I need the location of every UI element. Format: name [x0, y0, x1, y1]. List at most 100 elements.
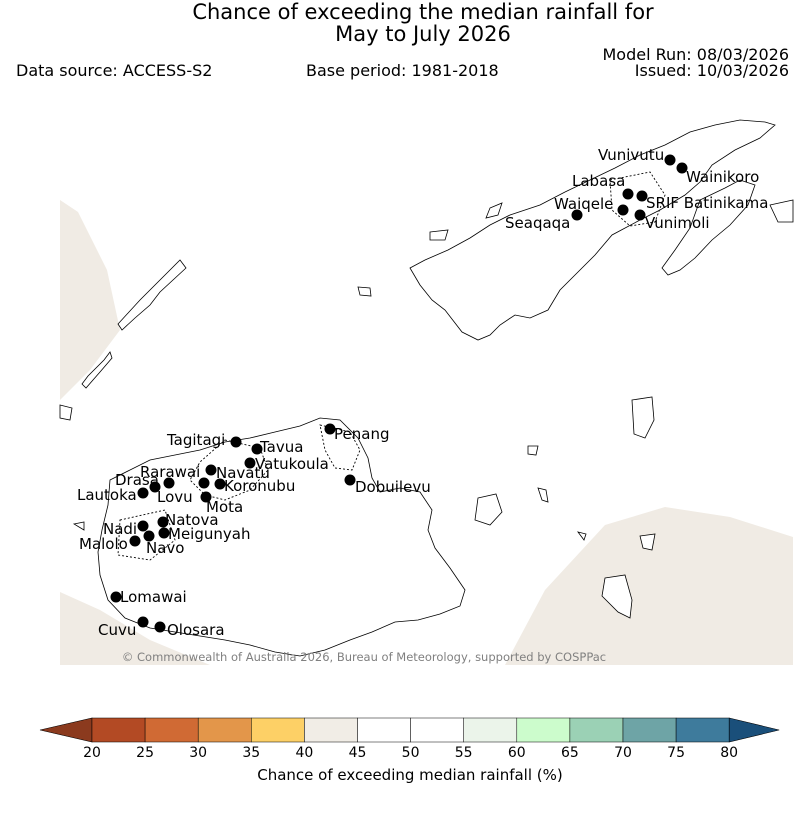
map-title-line-1: Chance of exceeding the median rainfall …	[192, 0, 654, 24]
island-west	[59, 404, 73, 421]
colorbar-segment	[675, 717, 730, 743]
colorbar-tick-label: 70	[614, 745, 632, 761]
colorbar-segment	[463, 717, 518, 743]
kadavu-island	[601, 574, 633, 619]
yasawa-islands	[117, 259, 187, 331]
station-marker	[244, 457, 256, 469]
station-label: Olosara	[167, 621, 225, 639]
colorbar-tick-label: 65	[560, 745, 579, 761]
colorbar-tick-label: 40	[295, 745, 314, 761]
station-label: Lomawai	[120, 588, 187, 606]
koro-island	[631, 396, 655, 439]
colorbar-tick-label: 35	[242, 745, 261, 761]
station-label: Vatukoula	[255, 455, 329, 473]
station-marker	[676, 162, 688, 174]
map-title-line-2: May to July 2026	[335, 22, 511, 46]
model-run-label: Model Run: 08/03/2026	[602, 45, 790, 64]
catchment-boundary-west	[189, 439, 269, 501]
station-marker	[154, 621, 166, 633]
island-small-5	[527, 445, 539, 456]
land-southwest	[60, 592, 210, 665]
colorbar-segment	[622, 717, 677, 743]
station-marker	[129, 535, 141, 547]
island-small-4	[537, 487, 549, 503]
station-marker	[163, 477, 175, 489]
station-marker	[200, 491, 212, 503]
station-label: Seaqaqa	[505, 214, 570, 232]
station-label: SRIF Batinikama	[646, 194, 768, 212]
colorbar-segment	[144, 717, 199, 743]
catchment-boundary-nadi	[117, 509, 176, 561]
colorbar-extend-high	[728, 717, 780, 743]
island-small-6	[577, 531, 587, 541]
station-marker	[157, 516, 169, 528]
station-marker	[251, 443, 263, 455]
colorbar-tick-label: 30	[189, 745, 208, 761]
issued-date-label: Issued: 10/03/2026	[634, 61, 789, 80]
island-small-2	[429, 229, 449, 241]
catchment-boundary-labasa	[609, 171, 666, 227]
station-marker	[214, 478, 226, 490]
colorbar-segment	[304, 717, 358, 743]
data-source-label: Data source: ACCESS-S2	[16, 61, 213, 80]
colorbar-tick-label: 55	[454, 745, 473, 761]
station-marker	[344, 474, 356, 486]
island-small-3	[485, 202, 503, 219]
colorbar-tick-label: 25	[136, 745, 154, 761]
taveuni-island	[661, 179, 756, 276]
station-label: Meigunyah	[168, 525, 250, 543]
colorbar-tick-label: 80	[720, 745, 739, 761]
station-marker	[149, 481, 161, 493]
station-label: Labasa	[572, 172, 625, 190]
station-marker	[571, 209, 583, 221]
station-marker	[634, 209, 646, 221]
station-marker	[137, 520, 149, 532]
station-label: Vunimoli	[645, 214, 710, 232]
colorbar-tick-label: 45	[348, 745, 367, 761]
colorbar-tick-label: 75	[667, 745, 685, 761]
station-label: Natova	[165, 511, 219, 529]
station-marker	[110, 591, 122, 603]
station-label: Lautoka	[77, 486, 137, 504]
colorbar-tick-label: 60	[507, 745, 526, 761]
station-label: Drasa	[115, 471, 159, 489]
station-marker	[324, 423, 336, 435]
station-label: Mota	[206, 498, 243, 516]
copyright-notice: © Commonwealth of Australia 2026, Bureau…	[122, 650, 606, 664]
station-marker	[622, 188, 634, 200]
colorbar-segment	[569, 717, 624, 743]
station-layer: Vunivutu Wainikoro Labasa SRIF Batinikama Wa…	[77, 146, 768, 639]
colorbar-segment	[357, 717, 411, 743]
colorbar-segment	[91, 717, 146, 743]
colorbar-segment	[197, 717, 252, 743]
vanua-levu-island	[409, 119, 776, 341]
station-marker	[230, 436, 242, 448]
island-east	[769, 199, 794, 223]
station-label: Navo	[146, 539, 184, 557]
colorbar-tick-label: 50	[401, 745, 420, 761]
station-marker	[636, 190, 648, 202]
station-marker	[137, 616, 149, 628]
station-label: Navatu	[216, 464, 270, 482]
base-period-label: Base period: 1981-2018	[306, 61, 499, 80]
island-small-7	[72, 521, 85, 531]
land-west	[60, 200, 120, 400]
colorbar-segment	[251, 717, 305, 743]
station-label: Nadi	[103, 520, 137, 538]
colorbar-tick-label: 20	[83, 745, 101, 761]
station-marker	[205, 464, 217, 476]
station-marker	[143, 530, 155, 542]
island-chain	[81, 351, 113, 389]
station-marker	[664, 154, 676, 166]
station-marker	[198, 477, 210, 489]
station-label: Dobuilevu	[355, 478, 431, 496]
island-small-1	[357, 286, 372, 297]
colorbar-extend-low	[39, 717, 93, 743]
station-label: Lovu	[157, 488, 193, 506]
station-label: Rarawai	[140, 463, 200, 481]
station-label: Tagitagi	[166, 431, 225, 449]
catchment-boundary-north	[319, 424, 361, 471]
station-marker	[158, 527, 170, 539]
